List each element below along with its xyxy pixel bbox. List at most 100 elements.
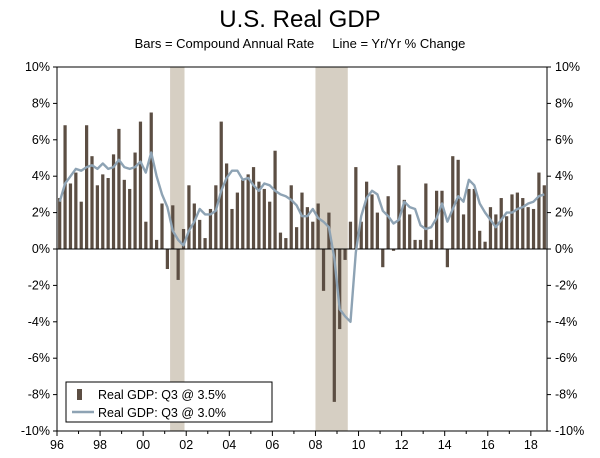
bar — [165, 249, 169, 270]
left-tick-label: -10% — [21, 424, 50, 438]
x-tick-label: 04 — [222, 438, 236, 452]
bar — [262, 188, 266, 249]
bar — [138, 121, 143, 249]
right-y-axis: -10% -8% -6% -4% -2% 0% 2% 4% 6% 8% 10% — [547, 60, 584, 438]
x-axis: 96 98 00 02 04 06 08 10 12 14 16 18 — [50, 431, 538, 452]
left-tick-label: 6% — [32, 133, 50, 147]
x-tick-label: 06 — [265, 438, 279, 452]
right-tick-label: -2% — [555, 278, 577, 292]
bar — [413, 239, 417, 249]
bar — [521, 198, 525, 249]
legend-label-line: Real GDP: Q3 @ 3.0% — [98, 406, 226, 420]
chart-title: U.S. Real GDP — [219, 6, 381, 33]
x-tick-label: 10 — [352, 438, 366, 452]
bar — [338, 249, 342, 330]
right-tick-label: 6% — [555, 133, 573, 147]
bar — [278, 232, 283, 249]
bar — [219, 121, 223, 249]
bar — [176, 249, 180, 280]
bar — [537, 172, 541, 249]
left-tick-label: 2% — [32, 206, 50, 220]
bar — [268, 201, 272, 249]
left-tick-label: 4% — [32, 169, 50, 183]
bar — [289, 185, 293, 249]
bar — [144, 221, 148, 249]
bar — [354, 167, 358, 249]
chart-subtitle: Bars = Compound Annual Rate Line = Yr/Yr… — [134, 36, 466, 51]
bar — [472, 188, 476, 249]
bar — [305, 207, 309, 249]
bar — [246, 174, 250, 249]
bar — [467, 188, 471, 249]
bar — [192, 203, 196, 249]
bar — [461, 214, 466, 249]
bar — [187, 185, 191, 249]
x-tick-label: 00 — [136, 438, 150, 452]
bar — [381, 249, 385, 268]
right-tick-label: -10% — [555, 424, 584, 438]
bar — [386, 196, 390, 249]
right-tick-label: 2% — [555, 206, 573, 220]
legend-box — [65, 381, 273, 423]
bar — [375, 212, 379, 249]
bar — [149, 112, 153, 249]
bar — [58, 198, 62, 249]
bar — [505, 216, 509, 249]
left-y-axis: -10% -8% -6% -4% -2% 0% 2% 4% 6% 8% 10% — [21, 60, 57, 438]
bar — [251, 167, 256, 249]
bar — [208, 208, 213, 249]
right-tick-label: -4% — [555, 315, 577, 329]
bar — [332, 249, 336, 402]
x-tick-label: 18 — [524, 438, 538, 452]
bar — [257, 181, 261, 249]
bar — [391, 249, 396, 251]
bar — [273, 150, 277, 249]
right-tick-label: 0% — [555, 242, 573, 256]
legend: Real GDP: Q3 @ 3.5% Real GDP: Q3 @ 3.0% — [65, 381, 273, 423]
bar — [79, 201, 83, 249]
bar — [429, 239, 433, 249]
bar — [198, 219, 202, 249]
bar — [531, 208, 536, 249]
bar — [235, 192, 239, 249]
right-tick-label: -8% — [555, 388, 577, 402]
bar — [160, 203, 164, 249]
bar — [445, 249, 449, 268]
x-tick-label: 16 — [481, 438, 495, 452]
bar — [424, 183, 428, 249]
bar — [483, 241, 487, 249]
bar — [451, 156, 455, 249]
bar — [365, 181, 369, 249]
x-tick-label: 98 — [93, 438, 107, 452]
bar — [494, 214, 498, 249]
bar — [284, 238, 288, 249]
bar — [300, 192, 304, 249]
bar — [241, 179, 245, 249]
bar — [95, 185, 99, 249]
legend-label-bars: Real GDP: Q3 @ 3.5% — [98, 388, 226, 402]
line-series — [58, 151, 545, 323]
bar — [418, 239, 423, 249]
bar — [499, 198, 503, 249]
bar — [74, 172, 78, 249]
bar — [348, 221, 353, 249]
bar — [117, 128, 121, 249]
bar — [343, 249, 347, 260]
bar — [515, 192, 519, 249]
bar — [321, 249, 326, 291]
bar — [90, 156, 94, 249]
bar — [155, 239, 159, 249]
bar — [311, 221, 315, 249]
right-tick-label: -6% — [555, 351, 577, 365]
x-tick-label: 12 — [395, 438, 409, 452]
right-tick-label: 8% — [555, 96, 573, 110]
bar — [111, 154, 116, 249]
bar — [510, 194, 514, 249]
x-tick-label: 08 — [309, 438, 323, 452]
x-tick-label: 96 — [50, 438, 64, 452]
left-tick-label: -2% — [28, 278, 50, 292]
left-tick-label: 0% — [32, 242, 50, 256]
left-tick-label: 8% — [32, 96, 50, 110]
bar — [478, 230, 482, 249]
